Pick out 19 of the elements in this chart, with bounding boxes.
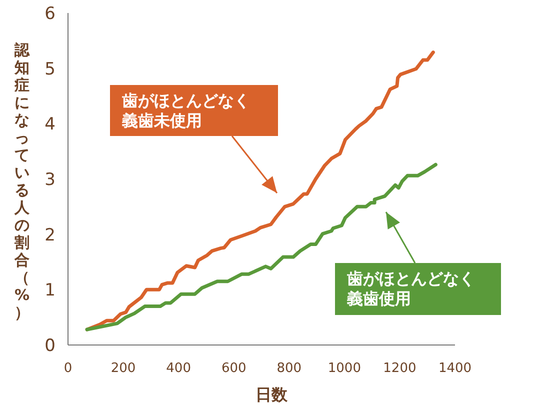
y-tick-label: 4 [44,114,56,135]
y-tick-label: 2 [44,225,56,246]
x-tick-label: 1400 [438,361,472,376]
text: 歯がほとんどなく義歯未使用 [122,91,251,131]
x-axis-title: 日数 [256,385,288,404]
y-tick-label: 6 [44,4,56,24]
x-tick-label: 1200 [383,361,416,376]
y-tick-label: 5 [44,59,56,80]
x-tick-label: 200 [110,361,136,376]
x-tick-label: 800 [276,361,302,376]
x-tick-label: 600 [221,361,246,376]
text: 歯がほとんどなく義歯使用 [347,269,476,309]
y-tick-label: 1 [44,280,56,301]
text: 認知症になっている人の割合（%） [14,40,30,322]
y-tick-label: 0 [44,336,56,356]
y-tick-label: 3 [44,170,56,190]
x-tick-label: 1000 [328,361,361,376]
x-tick-label: 0 [64,361,72,376]
x-tick-label: 400 [166,361,191,376]
